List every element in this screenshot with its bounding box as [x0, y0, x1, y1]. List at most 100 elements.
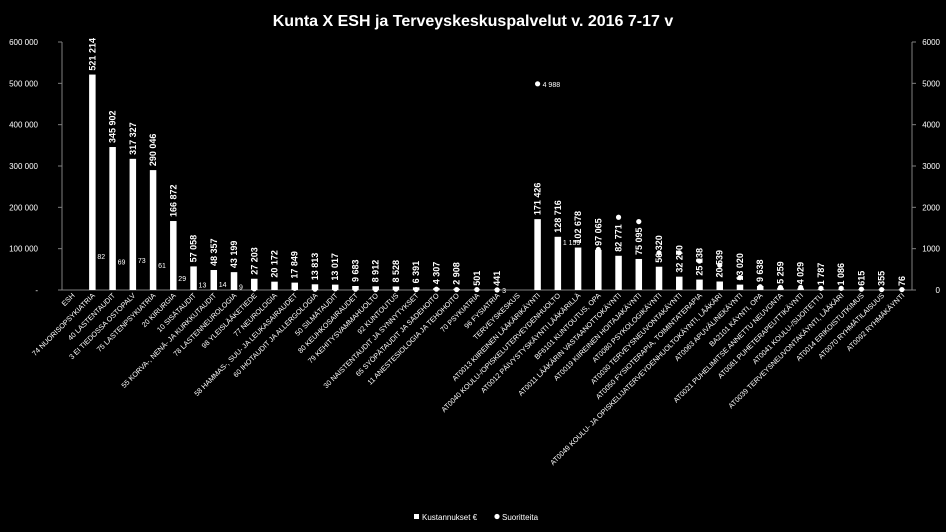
- cost-bar: [210, 270, 218, 290]
- performance-point: [413, 286, 419, 293]
- cost-value-label: 43 199: [229, 241, 239, 269]
- cost-value-label: 317 327: [128, 122, 138, 155]
- cost-bar: [170, 221, 177, 290]
- left-tick-label: 200 000: [9, 203, 38, 212]
- cost-bar: [89, 74, 96, 290]
- performance-point: [130, 257, 136, 263]
- cost-value-label: 501: [472, 271, 482, 286]
- right-tick-label: 3000: [922, 162, 940, 171]
- cost-value-label: 290 046: [148, 134, 158, 167]
- legend-swatch-costs: [414, 514, 419, 519]
- cost-bar: [251, 278, 258, 290]
- legend-swatch-performances: [494, 513, 500, 520]
- performance-point: [879, 286, 885, 293]
- performance-point: [858, 286, 865, 292]
- performance-point: [636, 218, 642, 225]
- right-tick-label: 6000: [922, 38, 940, 47]
- cost-value-label: 13 813: [310, 253, 320, 281]
- performance-value-label: 69: [118, 259, 126, 266]
- performance-point: [494, 287, 500, 293]
- left-tick-label: 600 000: [9, 38, 38, 47]
- performance-point: [373, 286, 379, 293]
- performance-point: [534, 81, 541, 87]
- left-tick-label: 400 000: [9, 121, 38, 130]
- cost-bar: [696, 279, 703, 290]
- cost-bar: [574, 247, 582, 290]
- right-y-axis: 0 1000 2000 3000 4000 5000 6000: [911, 38, 941, 295]
- performance-point: [555, 239, 561, 245]
- cost-bar: [736, 284, 744, 290]
- performance-point: [656, 250, 662, 256]
- performance-point: [696, 258, 703, 264]
- cost-value-label: 4 029: [796, 262, 806, 285]
- cost-value-label: 32 270: [674, 245, 684, 273]
- cost-value-label: 75 095: [634, 227, 644, 255]
- cost-value-label: 27 203: [249, 247, 259, 275]
- left-tick-label: 500 000: [9, 79, 38, 88]
- cost-bar: [635, 258, 643, 290]
- cost-value-label: 13 020: [735, 253, 745, 281]
- performance-point: [899, 286, 905, 293]
- performance-point: [575, 251, 581, 258]
- cost-bar: [554, 236, 562, 290]
- cost-value-label: 521 214: [87, 38, 97, 71]
- performance-point: [838, 285, 844, 291]
- performance-point: [818, 285, 824, 291]
- performance-point: [89, 253, 95, 259]
- cost-value-label: 171 426: [533, 183, 543, 216]
- performance-point: [474, 286, 480, 293]
- cost-value-label: 82 771: [614, 224, 624, 252]
- legend-label-performances: Suoritteita: [502, 513, 539, 522]
- performance-point: [433, 286, 440, 292]
- cost-value-label: 57 058: [189, 235, 199, 263]
- performance-point: [251, 286, 257, 292]
- cost-value-label: 8 528: [391, 260, 401, 283]
- performance-point: [190, 282, 197, 288]
- performance-point: [757, 284, 763, 290]
- right-tick-label: 2000: [922, 203, 940, 212]
- performance-value-label: 1 159: [563, 240, 581, 247]
- performance-value-label: 3: [502, 288, 506, 295]
- left-tick-label: 100 000: [9, 245, 38, 254]
- cost-value-label: 128 716: [553, 200, 563, 233]
- performance-value-label: 61: [158, 263, 166, 270]
- right-tick-label: 5000: [922, 79, 940, 88]
- performance-point: [615, 214, 622, 220]
- performance-point: [211, 281, 217, 287]
- cost-value-label: 615: [856, 271, 866, 286]
- right-tick-label: 0: [936, 286, 941, 295]
- cost-bar: [109, 147, 116, 290]
- cost-bar: [655, 266, 663, 290]
- performance-value-label: 73: [138, 258, 146, 265]
- cost-value-label: 56 320: [654, 235, 664, 263]
- cost-value-label: 13 017: [330, 253, 340, 281]
- performance-point: [676, 250, 682, 256]
- cost-bar: [676, 276, 683, 290]
- performance-value-label: 82: [97, 254, 105, 261]
- cost-bar: [129, 158, 137, 290]
- performance-point: [595, 246, 601, 253]
- cost-bar: [534, 219, 541, 290]
- performance-value-label: 14: [219, 282, 227, 289]
- cost-value-label: 441: [492, 271, 502, 286]
- cost-value-label: 97 065: [593, 218, 603, 246]
- cost-value-label: 102 678: [573, 211, 583, 244]
- cost-bar: [230, 272, 238, 290]
- performance-point: [170, 275, 176, 281]
- performance-points: [89, 81, 905, 293]
- performance-point: [717, 262, 723, 268]
- performance-point: [292, 285, 298, 291]
- cost-value-label: 5 259: [775, 261, 785, 284]
- legend-label-costs: Kustannukset €: [422, 513, 478, 522]
- performance-value-label: 29: [178, 276, 186, 283]
- performance-point: [777, 284, 784, 291]
- right-tick-label: 4000: [922, 121, 940, 130]
- cost-value-label: 8 912: [371, 260, 381, 283]
- cost-bar: [595, 249, 602, 290]
- cost-bar: [615, 255, 622, 290]
- legend: Kustannukset € Suoritteita: [414, 513, 539, 522]
- performance-point: [454, 286, 460, 293]
- cost-value-label: 166 872: [168, 184, 178, 217]
